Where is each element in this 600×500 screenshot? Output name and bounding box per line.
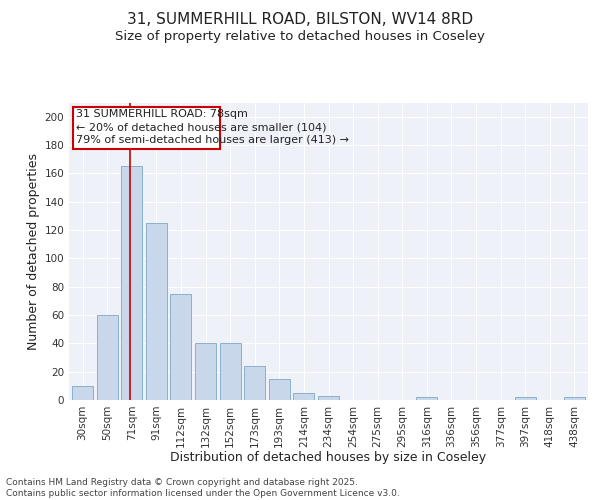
Text: Contains HM Land Registry data © Crown copyright and database right 2025.
Contai: Contains HM Land Registry data © Crown c… <box>6 478 400 498</box>
Bar <box>146 223 167 400</box>
Bar <box>244 366 265 400</box>
Bar <box>170 294 191 400</box>
FancyBboxPatch shape <box>73 107 220 149</box>
Bar <box>97 315 118 400</box>
Bar <box>416 397 437 400</box>
Text: 31, SUMMERHILL ROAD, BILSTON, WV14 8RD: 31, SUMMERHILL ROAD, BILSTON, WV14 8RD <box>127 12 473 28</box>
Bar <box>293 393 314 400</box>
Text: Size of property relative to detached houses in Coseley: Size of property relative to detached ho… <box>115 30 485 43</box>
Bar <box>195 344 216 400</box>
Bar <box>515 397 536 400</box>
Bar <box>121 166 142 400</box>
X-axis label: Distribution of detached houses by size in Coseley: Distribution of detached houses by size … <box>170 451 487 464</box>
Bar <box>564 397 585 400</box>
Bar <box>220 344 241 400</box>
Bar <box>269 379 290 400</box>
Y-axis label: Number of detached properties: Number of detached properties <box>27 153 40 350</box>
Bar <box>318 396 339 400</box>
Text: 31 SUMMERHILL ROAD: 78sqm
← 20% of detached houses are smaller (104)
79% of semi: 31 SUMMERHILL ROAD: 78sqm ← 20% of detac… <box>76 109 349 146</box>
Bar <box>72 386 93 400</box>
